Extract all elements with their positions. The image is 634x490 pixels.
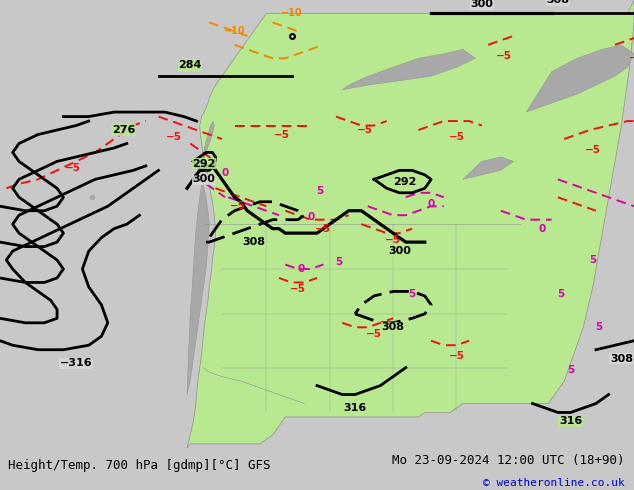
Text: −5: −5 (65, 163, 81, 173)
Text: 308: 308 (382, 322, 404, 332)
Text: −5: −5 (290, 284, 306, 294)
Text: 300: 300 (193, 174, 216, 184)
Text: −5: −5 (274, 129, 290, 140)
Text: 300: 300 (388, 246, 411, 256)
Text: −5: −5 (585, 145, 601, 155)
Text: −5: −5 (230, 201, 246, 211)
Text: 5: 5 (567, 365, 574, 375)
Text: 0: 0 (427, 199, 435, 209)
Text: 5: 5 (557, 289, 565, 299)
Text: 292: 292 (393, 176, 416, 187)
Text: −10: −10 (224, 26, 245, 36)
Text: 316: 316 (559, 416, 582, 426)
Text: 284: 284 (179, 60, 202, 70)
Text: −5: −5 (366, 329, 382, 339)
Text: 300: 300 (470, 0, 493, 9)
Text: 276: 276 (112, 125, 135, 135)
Text: 5: 5 (595, 322, 603, 332)
Text: 5: 5 (589, 255, 597, 265)
Text: −5: −5 (166, 132, 183, 142)
Polygon shape (463, 157, 514, 179)
Text: 0: 0 (221, 168, 229, 177)
Polygon shape (526, 45, 634, 112)
Text: 308: 308 (242, 237, 265, 247)
Text: −5: −5 (629, 53, 634, 63)
Text: −5: −5 (448, 132, 465, 142)
Polygon shape (187, 179, 209, 394)
Polygon shape (200, 121, 214, 171)
Text: −10: −10 (281, 8, 302, 19)
Text: 292: 292 (193, 159, 216, 169)
Text: 5: 5 (335, 257, 343, 267)
Text: 0: 0 (307, 213, 314, 222)
Text: 308: 308 (547, 0, 569, 5)
Polygon shape (187, 0, 634, 448)
Text: −5: −5 (356, 125, 373, 135)
Polygon shape (342, 49, 476, 90)
Text: −5: −5 (315, 223, 332, 234)
Text: 0: 0 (538, 223, 546, 234)
Text: −5: −5 (385, 235, 401, 245)
Text: 316: 316 (344, 403, 366, 413)
Text: Height/Temp. 700 hPa [gdmp][°C] GFS: Height/Temp. 700 hPa [gdmp][°C] GFS (8, 459, 270, 471)
Text: © weatheronline.co.uk: © weatheronline.co.uk (482, 477, 624, 488)
Text: Mo 23-09-2024 12:00 UTC (18+90): Mo 23-09-2024 12:00 UTC (18+90) (392, 454, 624, 466)
Text: −5: −5 (496, 51, 512, 61)
Text: 5: 5 (316, 186, 324, 196)
Text: 308: 308 (610, 354, 633, 364)
Text: 5: 5 (408, 289, 416, 299)
Text: 0: 0 (297, 264, 305, 274)
Text: −5: −5 (448, 351, 465, 362)
Text: −316: −316 (60, 358, 93, 368)
